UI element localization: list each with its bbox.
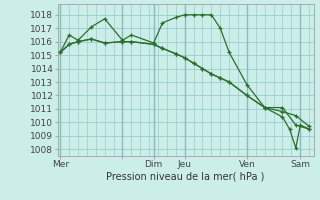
X-axis label: Pression niveau de la mer( hPa ): Pression niveau de la mer( hPa ) <box>107 172 265 182</box>
